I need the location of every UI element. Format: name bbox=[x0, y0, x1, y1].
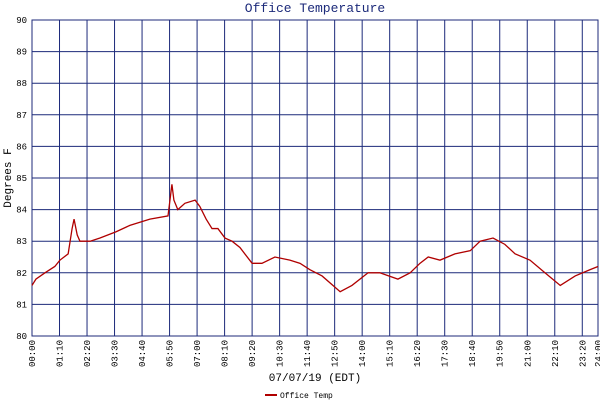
x-tick-label: 05:50 bbox=[166, 340, 176, 367]
legend-label: Office Temp bbox=[280, 392, 333, 400]
data-line bbox=[31, 184, 599, 293]
x-tick-label: 24:00 bbox=[594, 340, 600, 367]
x-tick-label: 04:40 bbox=[138, 340, 148, 367]
x-tick-label: 16:20 bbox=[413, 340, 423, 367]
y-tick-label: 83 bbox=[16, 237, 27, 247]
x-tick-label: 01:10 bbox=[56, 340, 66, 367]
y-tick-label: 89 bbox=[16, 48, 27, 58]
x-tick-label: 21:00 bbox=[523, 340, 533, 367]
chart-title: Office Temperature bbox=[245, 1, 385, 16]
x-tick-label: 11:40 bbox=[303, 340, 313, 367]
x-tick-label: 23:20 bbox=[578, 340, 588, 367]
x-axis-title: 07/07/19 (EDT) bbox=[269, 373, 361, 385]
y-tick-label: 90 bbox=[16, 16, 27, 26]
x-tick-label: 18:40 bbox=[468, 340, 478, 367]
y-tick-label: 84 bbox=[16, 206, 27, 216]
x-tick-label: 14:00 bbox=[358, 340, 368, 367]
y-tick-label: 87 bbox=[16, 111, 27, 121]
x-tick-label: 07:00 bbox=[193, 340, 203, 367]
x-tick-label: 08:10 bbox=[221, 340, 231, 367]
x-tick-label: 22:10 bbox=[551, 340, 561, 367]
x-tick-label: 19:50 bbox=[496, 340, 506, 367]
y-tick-label: 80 bbox=[16, 332, 27, 342]
x-tick-label: 09:20 bbox=[248, 340, 258, 367]
y-axis-title: Degrees F bbox=[3, 148, 15, 207]
y-tick-label: 81 bbox=[16, 300, 27, 310]
x-tick-label: 10:30 bbox=[276, 340, 286, 367]
x-tick-label: 17:30 bbox=[441, 340, 451, 367]
x-tick-label: 03:30 bbox=[111, 340, 121, 367]
y-tick-label: 82 bbox=[16, 269, 27, 279]
x-tick-label: 02:20 bbox=[83, 340, 93, 367]
x-tick-label: 15:10 bbox=[386, 340, 396, 367]
x-tick-label: 12:50 bbox=[331, 340, 341, 367]
y-tick-label: 86 bbox=[16, 142, 27, 152]
y-tick-label: 85 bbox=[16, 174, 27, 184]
x-tick-label: 00:00 bbox=[28, 340, 38, 367]
y-tick-label: 88 bbox=[16, 79, 27, 89]
